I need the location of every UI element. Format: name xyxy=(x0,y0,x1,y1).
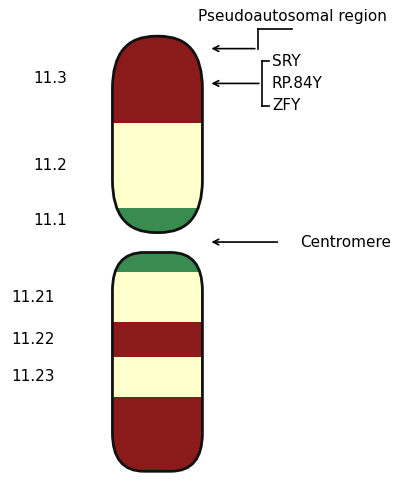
Text: RP.84Y: RP.84Y xyxy=(272,76,323,91)
Bar xyxy=(113,252,202,272)
FancyBboxPatch shape xyxy=(113,252,202,472)
Bar xyxy=(113,322,202,357)
FancyBboxPatch shape xyxy=(113,36,202,232)
FancyBboxPatch shape xyxy=(113,36,202,232)
Text: 11.1: 11.1 xyxy=(34,212,68,228)
Bar xyxy=(113,272,202,322)
FancyBboxPatch shape xyxy=(113,252,202,472)
FancyBboxPatch shape xyxy=(113,252,202,472)
Text: 11.22: 11.22 xyxy=(12,332,55,347)
Text: ZFY: ZFY xyxy=(272,98,300,114)
Text: 11.2: 11.2 xyxy=(34,158,68,173)
Bar xyxy=(113,36,202,123)
Bar xyxy=(113,208,202,233)
Text: 11.3: 11.3 xyxy=(34,71,68,86)
Text: 11.21: 11.21 xyxy=(12,290,55,304)
Bar xyxy=(113,396,202,471)
FancyBboxPatch shape xyxy=(113,252,202,472)
FancyBboxPatch shape xyxy=(113,252,202,472)
Text: Pseudoautosomal region: Pseudoautosomal region xyxy=(198,9,387,24)
FancyBboxPatch shape xyxy=(113,252,202,472)
Bar xyxy=(113,123,202,208)
FancyBboxPatch shape xyxy=(113,36,202,232)
Bar xyxy=(113,357,202,397)
Text: 11.23: 11.23 xyxy=(12,370,55,384)
FancyBboxPatch shape xyxy=(113,36,202,232)
Text: Centromere: Centromere xyxy=(301,234,392,250)
Text: SRY: SRY xyxy=(272,54,301,68)
